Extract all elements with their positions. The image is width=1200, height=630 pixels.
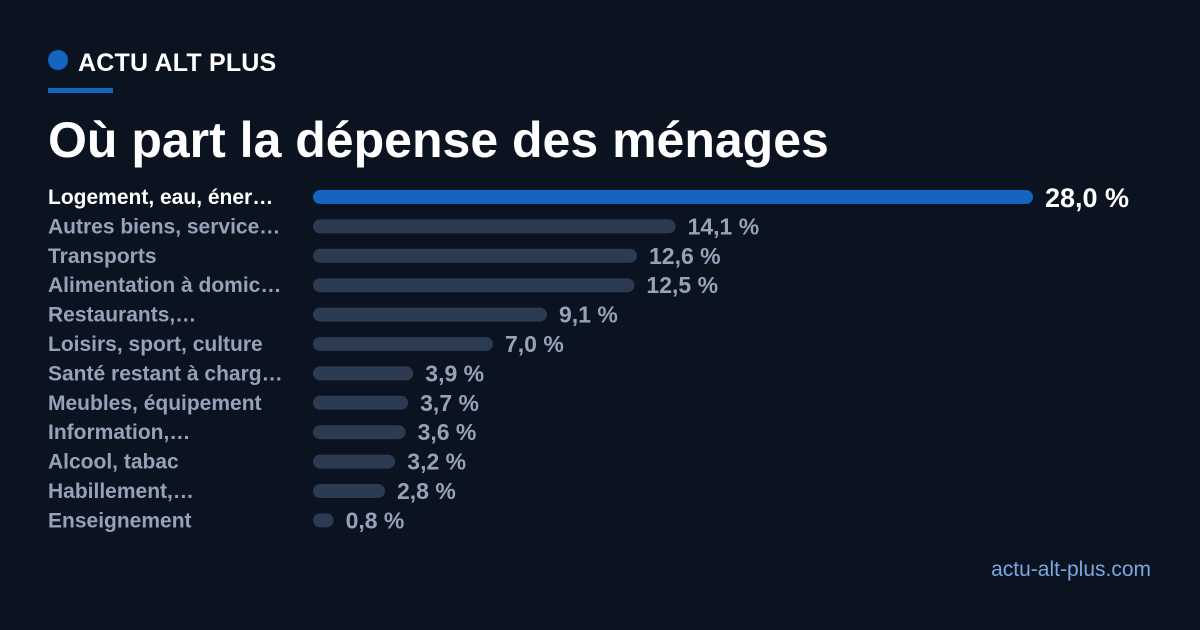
category-label: Transports bbox=[48, 245, 157, 268]
category-label: Loisirs, sport, culture bbox=[48, 333, 263, 356]
bar bbox=[313, 395, 409, 410]
value-label: 12,5 % bbox=[646, 272, 718, 298]
bar bbox=[313, 307, 547, 322]
value-label: 3,2 % bbox=[407, 449, 466, 475]
bar bbox=[313, 219, 676, 234]
category-label: Enseignement bbox=[48, 509, 192, 532]
category-label: Santé restant à charg… bbox=[48, 362, 283, 385]
brand-underline bbox=[48, 88, 113, 93]
category-label: Meubles, équipement bbox=[48, 392, 262, 415]
value-label: 0,8 % bbox=[346, 507, 405, 533]
value-label: 3,7 % bbox=[420, 390, 479, 416]
bar bbox=[313, 337, 493, 351]
value-label: 9,1 % bbox=[559, 302, 618, 328]
brand-dot-icon bbox=[48, 50, 68, 70]
value-label: 7,0 % bbox=[505, 331, 564, 357]
category-label: Habillement,… bbox=[48, 480, 194, 503]
category-label: Restaurants,… bbox=[48, 304, 196, 327]
page-title: Où part la dépense des ménages bbox=[48, 112, 829, 168]
category-label: Alcool, tabac bbox=[48, 451, 179, 474]
bar bbox=[313, 278, 635, 293]
bar bbox=[313, 425, 406, 440]
brand: ACTU ALT PLUS bbox=[48, 46, 276, 80]
category-label: Logement, eau, éner… bbox=[48, 186, 273, 209]
value-label: 12,6 % bbox=[649, 243, 721, 269]
bar bbox=[313, 484, 385, 498]
bar bbox=[313, 366, 414, 381]
bar bbox=[313, 513, 334, 528]
bar bbox=[313, 190, 1033, 204]
category-label: Information,… bbox=[48, 421, 190, 444]
footer-site-link[interactable]: actu-alt-plus.com bbox=[991, 558, 1151, 581]
brand-name: ACTU ALT PLUS bbox=[78, 48, 277, 77]
category-label: Alimentation à domic… bbox=[48, 274, 281, 297]
value-label: 2,8 % bbox=[397, 478, 456, 504]
value-label: 3,9 % bbox=[425, 360, 484, 386]
value-label: 28,0 % bbox=[1045, 183, 1129, 213]
bar bbox=[313, 454, 396, 469]
value-label: 14,1 % bbox=[688, 213, 760, 239]
bar bbox=[313, 248, 637, 263]
value-label: 3,6 % bbox=[418, 419, 477, 445]
category-label: Autres biens, service… bbox=[48, 215, 280, 238]
